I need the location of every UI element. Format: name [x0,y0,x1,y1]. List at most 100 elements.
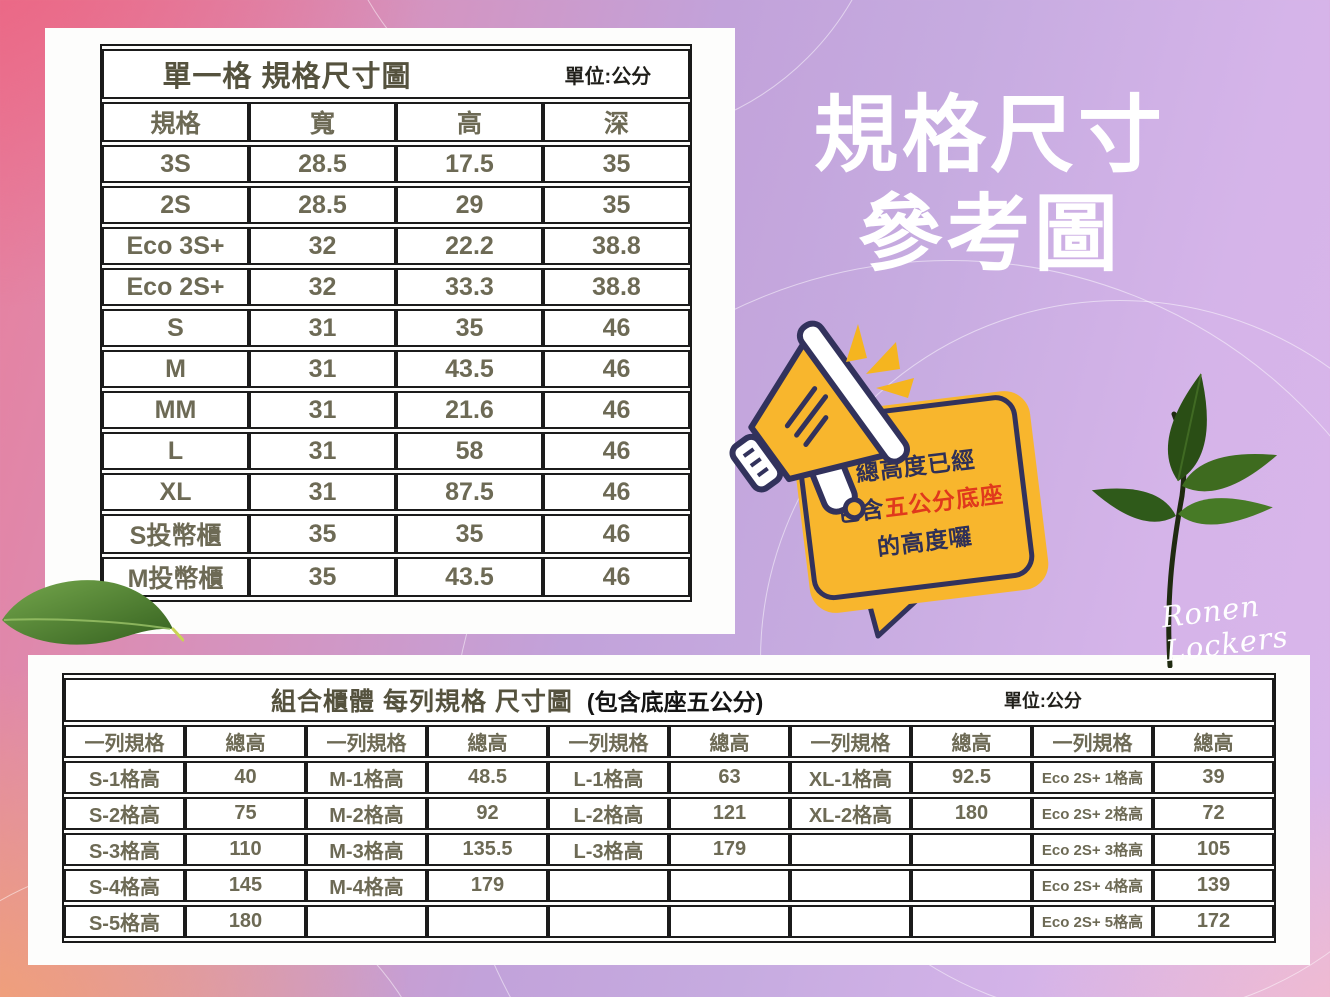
spec-cell: Eco 2S+ [102,268,249,306]
row-spec-cell: Eco 2S+ 5格高 [1032,905,1153,938]
row-spec-cell [306,905,427,938]
table-row: S-1格高 40 M-1格高 48.5 L-1格高 63 XL-1格高 92.5… [64,761,1274,794]
height-cell: 43.5 [396,350,543,388]
table-row: S 31 35 46 [102,309,690,347]
total-height-cell: 121 [669,797,790,830]
total-height-cell: 92 [427,797,548,830]
total-height-cell: 145 [185,869,306,902]
row-spec-cell [548,869,669,902]
total-height-cell: 72 [1153,797,1274,830]
total-height-cell: 172 [1153,905,1274,938]
total-height-cell: 39 [1153,761,1274,794]
height-cell: 17.5 [396,145,543,183]
column-header: 總高 [911,725,1032,758]
megaphone-icon [729,320,910,521]
total-height-cell: 48.5 [427,761,548,794]
table-row: Eco 3S+ 32 22.2 38.8 [102,227,690,265]
spec-cell: M [102,350,249,388]
single-cell-spec-panel: 單一格 規格尺寸圖 單位:公分 規格 寬 高 深 3S 28.5 17.5 35… [45,28,735,634]
page-title-line1: 規格尺寸 [813,88,1166,182]
row-spec-cell: L-1格高 [548,761,669,794]
table-row: 3S 28.5 17.5 35 [102,145,690,183]
total-height-cell [669,905,790,938]
table1-unit-label: 單位:公分 [564,65,652,88]
table-row: S-2格高 75 M-2格高 92 L-2格高 121 XL-2格高 180 E… [64,797,1274,830]
height-cell: 33.3 [396,268,543,306]
row-spec-cell: M-4格高 [306,869,427,902]
total-height-cell: 135.5 [427,833,548,866]
row-spec-cell: M-1格高 [306,761,427,794]
column-header: 高 [396,102,543,142]
width-cell: 35 [249,557,396,597]
height-cell: 21.6 [396,391,543,429]
row-spec-cell: Eco 2S+ 3格高 [1032,833,1153,866]
row-spec-cell: M-3格高 [306,833,427,866]
table2-title: 組合櫃體 每列規格 尺寸圖 [271,688,573,716]
row-spec-cell: S-2格高 [64,797,185,830]
column-header: 一列規格 [790,725,911,758]
table-row: MM 31 21.6 46 [102,391,690,429]
table-row: S-4格高 145 M-4格高 179 Eco 2S+ 4格高 139 [64,869,1274,902]
spec-cell: XL [102,473,249,511]
combined-cabinet-table: 組合櫃體 每列規格 尺寸圖 (包含底座五公分) 單位:公分 一列規格 總高 一列… [62,673,1276,943]
row-spec-cell: S-4格高 [64,869,185,902]
width-cell: 28.5 [249,145,396,183]
width-cell: 31 [249,432,396,470]
width-cell: 31 [249,473,396,511]
total-height-cell: 180 [911,797,1032,830]
height-cell: 35 [396,309,543,347]
table-title-cell: 組合櫃體 每列規格 尺寸圖 (包含底座五公分) 單位:公分 [64,678,1274,722]
depth-cell: 46 [543,391,690,429]
spec-cell: L [102,432,249,470]
table-row: Eco 2S+ 32 33.3 38.8 [102,268,690,306]
depth-cell: 38.8 [543,268,690,306]
width-cell: 28.5 [249,186,396,224]
height-cell: 58 [396,432,543,470]
row-spec-cell: M-2格高 [306,797,427,830]
column-header: 一列規格 [548,725,669,758]
width-cell: 31 [249,391,396,429]
table-row: S-3格高 110 M-3格高 135.5 L-3格高 179 Eco 2S+ … [64,833,1274,866]
leaf-decoration [2,580,184,645]
total-height-cell: 63 [669,761,790,794]
row-spec-cell: S-1格高 [64,761,185,794]
row-spec-cell: XL-1格高 [790,761,911,794]
depth-cell: 46 [543,350,690,388]
table-header-row: 一列規格 總高 一列規格 總高 一列規格 總高 一列規格 總高 一列規格 總高 [64,725,1274,758]
table-row: S-5格高 180 Eco 2S+ 5格高 172 [64,905,1274,938]
total-height-cell: 180 [185,905,306,938]
spec-cell: Eco 3S+ [102,227,249,265]
row-spec-cell: L-3格高 [548,833,669,866]
total-height-cell: 139 [1153,869,1274,902]
total-height-cell [669,869,790,902]
width-cell: 32 [249,227,396,265]
depth-cell: 46 [543,309,690,347]
table2-title-note: (包含底座五公分) [586,689,764,715]
table-row: 2S 28.5 29 35 [102,186,690,224]
row-spec-cell: S-5格高 [64,905,185,938]
depth-cell: 46 [543,432,690,470]
spec-cell: M投幣櫃 [102,557,249,597]
spec-cell: S [102,309,249,347]
height-cell: 43.5 [396,557,543,597]
depth-cell: 35 [543,186,690,224]
column-header: 一列規格 [1032,725,1153,758]
table1-title: 單一格 規格尺寸圖 [162,61,412,93]
width-cell: 35 [249,514,396,554]
row-spec-cell [790,905,911,938]
plant-sprig-decoration [1091,373,1278,668]
row-spec-cell: L-2格高 [548,797,669,830]
table-row: L 31 58 46 [102,432,690,470]
spec-cell: S投幣櫃 [102,514,249,554]
depth-cell: 38.8 [543,227,690,265]
width-cell: 31 [249,350,396,388]
row-spec-cell: Eco 2S+ 4格高 [1032,869,1153,902]
column-header: 一列規格 [64,725,185,758]
total-height-cell: 110 [185,833,306,866]
depth-cell: 46 [543,473,690,511]
table-row: S投幣櫃 35 35 46 [102,514,690,554]
spec-cell: 3S [102,145,249,183]
total-height-cell: 105 [1153,833,1274,866]
height-cell: 29 [396,186,543,224]
width-cell: 31 [249,309,396,347]
